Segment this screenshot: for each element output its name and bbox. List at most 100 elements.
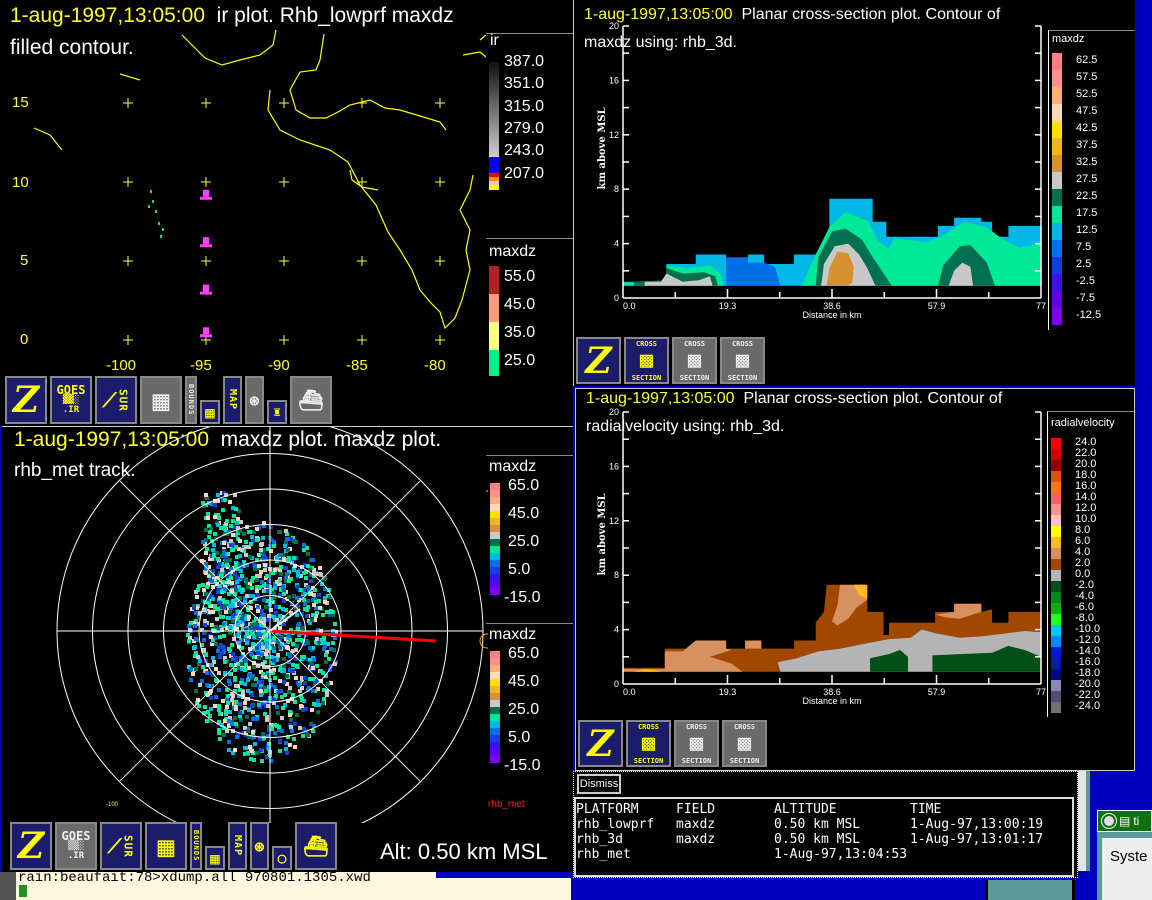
y-tick-label: 0	[614, 293, 619, 303]
table-row: rhb_3d maxdz 0.50 km MSL 1-Aug-97,13:01:17	[576, 832, 1070, 847]
goes-ir-button[interactable]: GOES ▒▒░ .IR	[55, 822, 97, 870]
legend-swatch	[490, 651, 500, 658]
ir-map[interactable]	[0, 0, 486, 376]
echo-pixel	[227, 616, 231, 620]
cross-section-button-active[interactable]: CROSS ▩ SECTION	[626, 720, 671, 767]
echo-pixel	[229, 663, 233, 667]
cross-section-button[interactable]: CROSS ▩ SECTION	[672, 337, 717, 384]
echo-pixel	[234, 584, 238, 588]
terminal-window[interactable]: rain:beaufait:78>xdump.all 970801.1305.x…	[0, 870, 436, 900]
z-button[interactable]: Z	[5, 376, 47, 424]
echo-pixel	[243, 600, 247, 604]
sur-button[interactable]: ⟋ SUR	[95, 376, 137, 424]
echo-pixel	[207, 570, 211, 574]
echo-pixel	[202, 649, 206, 653]
rings-icon: ⊛	[254, 836, 265, 856]
radialvelocity-cross-section-chart[interactable]: 0 4 8 12 16 20 0.0 19.3 38.6 57.9 77 Distance in km…	[575, 388, 1135, 721]
echo-pixel	[238, 596, 242, 600]
ship-button[interactable]: ⛴	[290, 376, 332, 424]
echo-pixel	[231, 619, 235, 623]
echo-pixel	[209, 719, 213, 723]
bounds-button[interactable]: BOUNDS	[190, 822, 202, 870]
islands	[148, 190, 164, 238]
z-button[interactable]: Z	[10, 822, 52, 870]
echo-pixel	[217, 731, 221, 735]
echo-pixel	[201, 501, 205, 505]
echo-pixel	[322, 688, 326, 692]
close-circle-icon[interactable]	[1101, 813, 1117, 829]
echo-pixel	[207, 524, 211, 528]
echo-pixel	[209, 696, 213, 700]
echo-pixel	[301, 626, 305, 630]
legend-swatch	[490, 546, 500, 553]
system-window[interactable]: ▤ ti Syste	[1097, 810, 1152, 900]
legend-swatch	[1052, 155, 1062, 172]
menu-icon[interactable]: ▤	[1119, 814, 1131, 828]
cross-section-button-active[interactable]: CROSS ▩ SECTION	[624, 337, 669, 384]
echo-pixel	[254, 677, 258, 681]
map-button[interactable]: MAP	[228, 822, 247, 870]
echo-pixel	[265, 718, 269, 722]
echo-pixel	[234, 545, 238, 549]
z-button[interactable]: Z	[578, 720, 623, 767]
echo-pixel	[216, 590, 220, 594]
echo-pixel	[326, 642, 330, 646]
echo-pixel	[204, 653, 208, 657]
echo-pixel	[264, 637, 268, 641]
altitude-label: Alt: 0.50 km MSL	[380, 839, 548, 864]
y-tick-label: 20	[609, 21, 619, 31]
legend-swatch	[490, 756, 500, 763]
echo-pixel	[263, 632, 267, 636]
desktop-cream	[436, 878, 571, 900]
echo-pixel	[251, 632, 255, 636]
echo-pixel	[280, 642, 284, 646]
echo-pixel	[222, 733, 226, 737]
buoy-button[interactable]: ♜	[267, 400, 287, 424]
grid-button[interactable]: ▦	[145, 822, 187, 870]
grid-small-button[interactable]: ▦	[205, 846, 225, 870]
ship-button[interactable]: ⛴	[295, 822, 337, 870]
radar-ppi[interactable]	[2, 427, 488, 823]
sur-button[interactable]: ⟋ SUR	[100, 822, 142, 870]
echo-pixel	[198, 659, 202, 663]
radar-rings-button[interactable]: ⊛	[245, 376, 264, 424]
echo-pixel	[294, 676, 298, 680]
echo-pixel	[329, 664, 333, 668]
grid-small-button[interactable]: ▦	[200, 400, 220, 424]
legend-swatch	[1051, 460, 1061, 471]
legend-label: 10.0	[1075, 513, 1097, 525]
legend-swatch	[1052, 308, 1062, 325]
cross-section-button[interactable]: CROSS ▩ SECTION	[720, 337, 765, 384]
cross-section-button[interactable]: CROSS ▩ SECTION	[674, 720, 719, 767]
radar-rings-button[interactable]: ⊛	[250, 822, 269, 870]
grid-button[interactable]: ▦	[140, 376, 182, 424]
legend-swatch	[1052, 240, 1062, 257]
circle-button[interactable]: ○	[272, 846, 292, 870]
echo-pixel	[235, 735, 239, 739]
echo-pixel	[223, 719, 227, 723]
echo-pixel	[294, 648, 298, 652]
echo-pixel	[292, 568, 296, 572]
echo-pixel	[240, 667, 244, 671]
map-button[interactable]: MAP	[223, 376, 242, 424]
echo-pixel	[282, 588, 286, 592]
echo-pixel	[272, 649, 276, 653]
bounds-button[interactable]: BOUNDS	[185, 376, 197, 424]
echo-pixel	[243, 752, 247, 756]
echo-pixel	[262, 598, 266, 602]
cross-section-button[interactable]: CROSS ▩ SECTION	[722, 720, 767, 767]
echo-pixel	[297, 633, 301, 637]
echo-pixel	[214, 695, 218, 699]
lon-label: -95	[190, 357, 212, 374]
echo-pixel	[254, 622, 258, 626]
echo-pixel	[222, 726, 226, 730]
echo-pixel	[235, 521, 239, 525]
dismiss-button[interactable]: Dismiss	[577, 774, 621, 794]
echo-pixel	[251, 710, 255, 714]
z-button[interactable]: Z	[576, 337, 621, 384]
echo-pixel	[226, 575, 230, 579]
maxdz-cross-section-window: 1-aug-1997,13:05:00 Planar cross-section…	[573, 0, 1135, 386]
goes-ir-button[interactable]: GOES ▓▓░ .IR	[50, 376, 92, 424]
echo-pixel	[244, 659, 248, 663]
maxdz-cross-section-chart[interactable]: 0 4 8 12 16 20 0.0 19.3 38.6 57.9 77 Distance in km…	[574, 0, 1135, 336]
